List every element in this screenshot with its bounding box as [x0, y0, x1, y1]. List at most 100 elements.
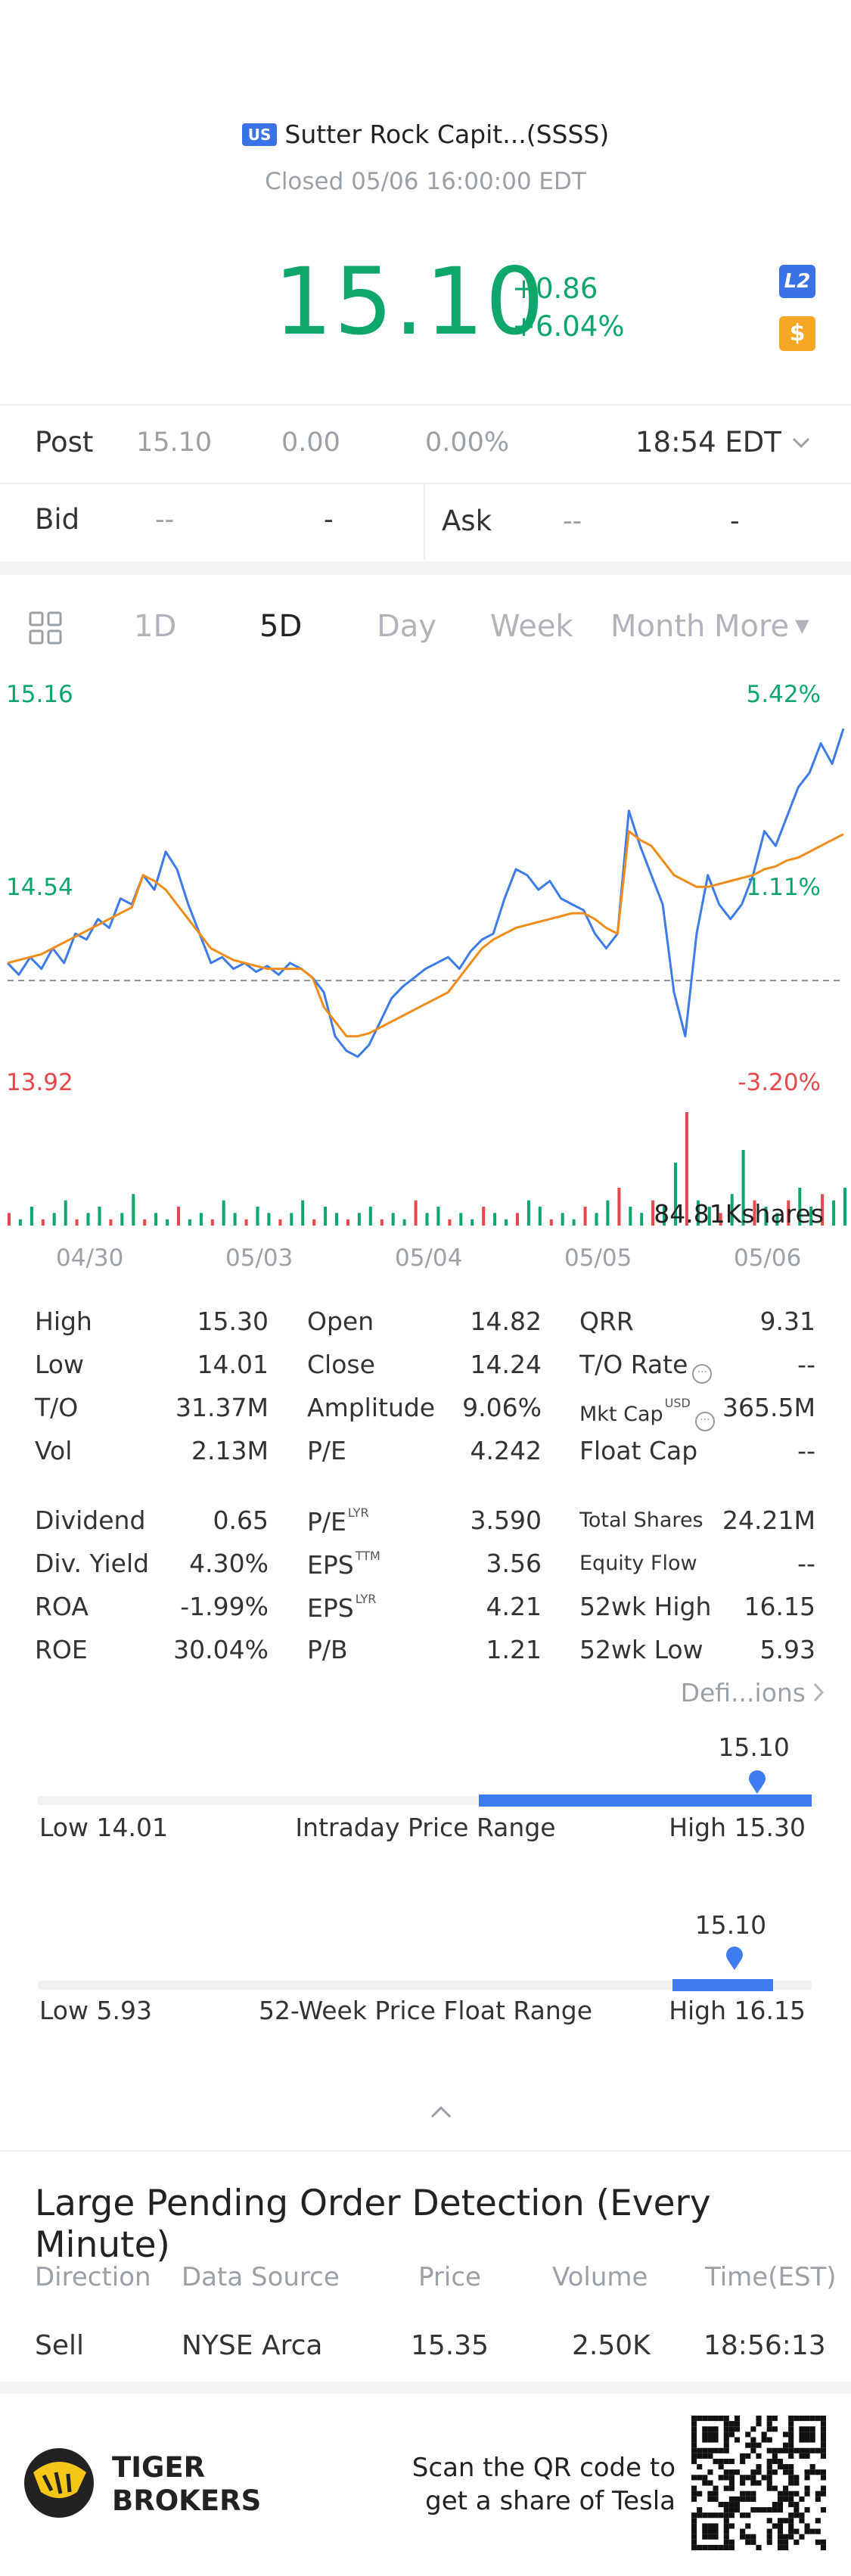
order-direction: Sell [35, 2330, 85, 2361]
divider [424, 484, 425, 560]
range-fill [479, 1794, 812, 1807]
ask-price: -- [563, 506, 582, 536]
average-line [7, 830, 844, 1038]
volume-bar [640, 1213, 644, 1226]
col-volume: Volume [552, 2262, 648, 2292]
volume-bar [663, 1207, 666, 1226]
tab-day[interactable]: Day [377, 609, 436, 644]
definitions-link[interactable]: Defi...ions [680, 1678, 806, 1707]
stat-value: 1.21 [486, 1635, 542, 1664]
volume-bar [86, 1213, 90, 1226]
volume-bar [120, 1213, 124, 1226]
volume-bar [233, 1213, 237, 1226]
volume-bar [8, 1213, 11, 1226]
volume-bar [41, 1219, 45, 1226]
tab-more[interactable]: More ▼ [714, 609, 809, 644]
brand-line2: BROKERS [112, 2484, 262, 2517]
stat-label-text: QRR [579, 1307, 634, 1336]
stat-value: -- [797, 1350, 815, 1379]
section-gap [0, 2382, 851, 2394]
volume-bar [75, 1219, 79, 1226]
stat-label-text: Low [35, 1350, 84, 1379]
post-time[interactable]: 18:54 EDT [635, 426, 781, 458]
range-title: Intraday Price Range [295, 1813, 556, 1842]
volume-bar [132, 1194, 135, 1226]
level2-icon[interactable]: L2 [779, 265, 815, 298]
stat-label: Low [35, 1350, 84, 1379]
volume-bar [210, 1219, 214, 1226]
volume-bar [290, 1213, 294, 1226]
volume-bar [764, 1207, 768, 1226]
stat-label-text: Equity Flow [579, 1552, 697, 1575]
stat-label: T/O Rate ··· [579, 1350, 713, 1384]
volume-bar [177, 1207, 180, 1226]
range-fill [672, 1979, 773, 1991]
volume-bar [357, 1213, 361, 1226]
volume-bar [222, 1200, 225, 1226]
range-current: 15.10 [718, 1732, 790, 1762]
stock-title: US Sutter Rock Capit...(SSSS) [0, 120, 851, 149]
tab-week[interactable]: Week [490, 609, 573, 644]
col-data-source: Data Source [182, 2262, 340, 2292]
tab-month[interactable]: Month [610, 609, 706, 644]
chevron-right-icon[interactable] [807, 1680, 830, 1708]
collapse-icon[interactable] [426, 2103, 456, 2124]
x-label: 05/05 [564, 1244, 632, 1272]
stat-label: 52wk Low [579, 1635, 703, 1664]
stat-label: EPS LYR [307, 1592, 376, 1623]
x-label: 04/30 [56, 1244, 124, 1272]
stat-value: 2.13M [191, 1436, 269, 1465]
stat-value: 9.06% [462, 1393, 542, 1422]
ask-label: Ask [442, 505, 492, 537]
divider [0, 483, 851, 484]
stat-label-text: Dividend [35, 1506, 146, 1535]
stat-label: T/O [35, 1393, 78, 1422]
stat-label-text: T/O [35, 1393, 79, 1422]
volume-bar [572, 1219, 576, 1226]
order-source: NYSE Arca [182, 2330, 323, 2361]
info-icon[interactable]: ··· [692, 1364, 713, 1384]
stat-label: P/E LYR [307, 1506, 369, 1537]
range-low: Low 14.01 [39, 1813, 168, 1842]
stat-label-text: P/E [307, 1507, 346, 1537]
stat-value: 3.56 [486, 1549, 542, 1578]
volume-bar [109, 1219, 113, 1226]
range-marker-icon [725, 1947, 744, 1974]
post-price: 15.10 [136, 427, 213, 458]
stat-value: 0.65 [213, 1506, 269, 1535]
stat-label: ROE [35, 1635, 88, 1664]
volume-bar [188, 1219, 191, 1226]
last-price: 15.10 [274, 248, 546, 356]
promo-line2: get a share of Tesla [425, 2486, 676, 2516]
stat-label-text: P/B [307, 1635, 348, 1664]
y-right-bottom: -3.20% [738, 1069, 821, 1096]
price-change: +0.86 [512, 272, 598, 305]
chevron-down-icon[interactable] [790, 431, 812, 457]
stat-superscript: LYR [347, 1506, 369, 1520]
volume-bar [505, 1219, 508, 1226]
stat-value: 15.30 [197, 1307, 269, 1336]
volume-bar [787, 1200, 790, 1226]
stat-label: High [35, 1307, 92, 1336]
currency-icon[interactable]: $ [779, 316, 815, 351]
stat-label-text: 52wk High [579, 1592, 712, 1621]
volume-bar [651, 1200, 655, 1226]
qr-code-icon[interactable] [691, 2416, 826, 2550]
range-high: High 16.15 [669, 1996, 806, 2025]
info-icon[interactable]: ··· [694, 1412, 715, 1431]
stat-value: 24.21M [722, 1506, 815, 1535]
volume-bar [425, 1213, 429, 1226]
volume-bar [696, 1200, 700, 1226]
tab-5d[interactable]: 5D [259, 609, 303, 644]
stat-label-text: Float Cap [579, 1436, 698, 1465]
grid-icon[interactable] [27, 610, 64, 649]
price-chart[interactable] [0, 711, 851, 1233]
caret-down-icon: ▼ [795, 615, 809, 636]
tab-1d[interactable]: 1D [134, 609, 177, 644]
order-volume: 2.50K [572, 2330, 651, 2361]
stat-label: Close [307, 1350, 375, 1379]
range-low: Low 5.93 [39, 1996, 152, 2025]
order-time: 18:56:13 [703, 2330, 826, 2361]
stat-label-text: P/E [307, 1436, 346, 1465]
volume-bar [199, 1213, 203, 1226]
